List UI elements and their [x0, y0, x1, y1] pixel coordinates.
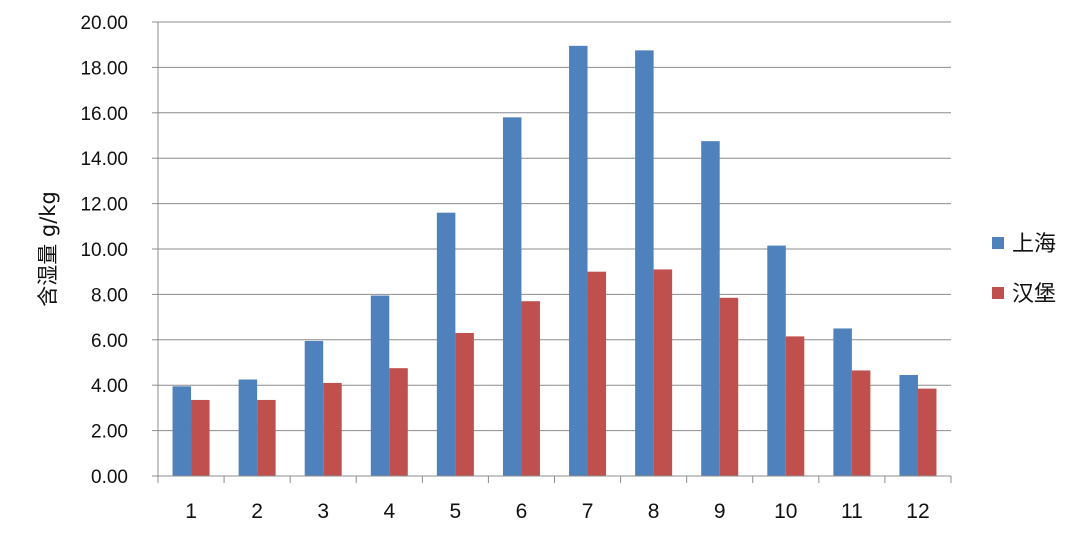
x-tick-label: 7 — [582, 500, 594, 523]
bar-hamburg-12 — [917, 388, 937, 476]
x-tick-label: 8 — [648, 500, 660, 523]
y-tick-label: 6.00 — [91, 331, 128, 352]
y-tick-label: 8.00 — [91, 285, 128, 306]
y-tick-label: 12.00 — [80, 195, 128, 216]
y-tick-label: 20.00 — [80, 13, 128, 34]
bars — [172, 45, 937, 477]
bar-shanghai-3 — [304, 340, 324, 476]
bar-hamburg-1 — [191, 399, 210, 476]
x-tick-label: 5 — [450, 500, 462, 523]
axes — [157, 22, 952, 483]
x-tick-label: 6 — [516, 500, 528, 523]
x-tick-label: 11 — [841, 500, 863, 523]
bar-hamburg-6 — [521, 301, 540, 476]
bar-shanghai-5 — [436, 212, 456, 476]
bar-hamburg-7 — [587, 271, 607, 476]
x-tick-label: 4 — [383, 500, 395, 523]
x-tick-labels: 1 2 3 4 5 6 7 8 9 10 11 12 — [185, 500, 929, 523]
x-tick-label: 2 — [251, 500, 263, 523]
bar-hamburg-8 — [653, 269, 673, 476]
bar-shanghai-2 — [238, 379, 258, 476]
y-tick-label: 2.00 — [91, 422, 128, 443]
bar-shanghai-8 — [635, 50, 654, 476]
bar-shanghai-4 — [370, 295, 390, 476]
bar-shanghai-7 — [569, 45, 588, 477]
bar-shanghai-12 — [899, 374, 918, 476]
bar-hamburg-10 — [785, 336, 805, 476]
y-tick-label: 4.00 — [91, 376, 128, 397]
gridlines — [152, 21, 951, 477]
y-tick-label: 0.00 — [91, 467, 128, 488]
bar-shanghai-10 — [767, 245, 786, 476]
bar-hamburg-11 — [851, 370, 871, 476]
legend-label-shanghai: 上海 — [1012, 232, 1056, 257]
x-tick-label: 12 — [906, 500, 929, 523]
x-tick-label: 10 — [774, 500, 797, 523]
x-tick-label: 9 — [714, 500, 726, 523]
bar-hamburg-9 — [719, 297, 739, 476]
bar-hamburg-3 — [323, 382, 342, 476]
x-tick-label: 3 — [317, 500, 329, 523]
bar-hamburg-5 — [455, 332, 474, 476]
bar-shanghai-11 — [833, 328, 852, 476]
y-tick-label: 10.00 — [80, 240, 128, 261]
bar-hamburg-4 — [389, 368, 408, 476]
legend-label-hamburg: 汉堡 — [1012, 282, 1056, 307]
legend-swatch-hamburg — [992, 287, 1004, 299]
x-tick-label: 1 — [185, 500, 197, 523]
y-tick-label: 14.00 — [80, 149, 128, 170]
y-tick-label: 18.00 — [80, 58, 128, 79]
y-tick-label: 16.00 — [80, 104, 128, 125]
bar-shanghai-1 — [172, 386, 192, 476]
legend-swatch-shanghai — [992, 237, 1004, 249]
bar-shanghai-6 — [502, 117, 522, 476]
bar-shanghai-9 — [701, 141, 720, 477]
y-tick-labels: 0.00 2.00 4.00 6.00 8.00 10.00 12.00 14.00 16.00… — [80, 13, 128, 488]
bar-hamburg-2 — [257, 399, 276, 476]
y-axis-title: 含湿量 g/kg — [36, 191, 60, 307]
